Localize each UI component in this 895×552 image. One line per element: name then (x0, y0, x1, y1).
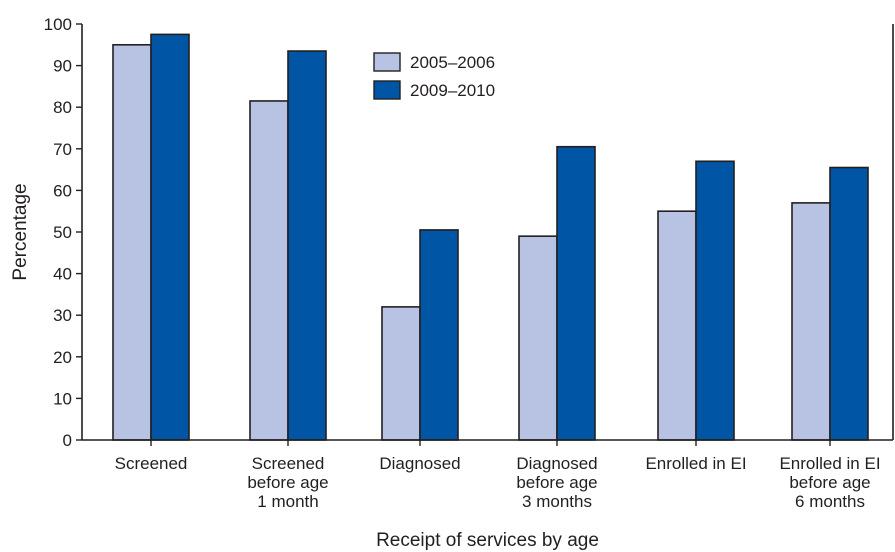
y-tick-label: 60 (53, 181, 72, 200)
y-tick-label: 10 (53, 389, 72, 408)
x-category-label: before age (247, 473, 328, 492)
x-axis-title: Receipt of services by age (376, 530, 599, 551)
x-category-label: Enrolled in EI (779, 454, 880, 473)
y-tick-label: 40 (53, 265, 72, 284)
y-tick-label: 100 (44, 15, 72, 34)
bar-series-1-cat-2 (249, 100, 289, 441)
y-tick-label: 30 (53, 306, 72, 325)
legend-label: 2009–2010 (410, 81, 495, 100)
bar-series-1-cat-1 (112, 43, 152, 441)
y-tick-label: 50 (53, 223, 72, 242)
bar-series-1-cat-6 (791, 202, 831, 441)
x-category-label: before age (789, 473, 870, 492)
legend-swatch (373, 80, 401, 100)
x-category-label: Diagnosed (516, 454, 597, 473)
y-axis-ticks: 0 10 20 30 40 50 60 70 80 90 100 (44, 15, 82, 450)
legend-swatch (373, 52, 401, 72)
y-axis-title: Percentage (10, 183, 31, 280)
x-category-label: Diagnosed (379, 454, 460, 473)
bar-series-2-cat-5 (695, 160, 735, 441)
bar-series-2-cat-1 (150, 33, 190, 441)
x-category-label: Screened (115, 454, 188, 473)
bar-series-2-cat-6 (829, 166, 869, 441)
bar-series-1-cat-3 (381, 306, 421, 441)
x-category-label: Screened (252, 454, 325, 473)
bar-series-2-cat-3 (419, 229, 459, 441)
y-tick-label: 90 (53, 57, 72, 76)
legend-label: 2005–2006 (410, 53, 495, 72)
x-category-label: Enrolled in EI (645, 454, 746, 473)
bar-series-2-cat-4 (556, 145, 596, 441)
y-tick-label: 70 (53, 140, 72, 159)
x-category-label: before age (516, 473, 597, 492)
bar-series-1-cat-4 (518, 235, 558, 441)
bar-series-1-cat-5 (657, 210, 697, 441)
bars-group (112, 33, 869, 441)
y-tick-label: 0 (63, 431, 72, 450)
y-tick-label: 80 (53, 98, 72, 117)
bar-series-2-cat-2 (287, 50, 327, 441)
legend: 2005–2006 2009–2010 (373, 52, 495, 100)
x-category-label: 1 month (257, 492, 318, 511)
x-category-label: 3 months (522, 492, 592, 511)
x-category-label: 6 months (795, 492, 865, 511)
y-tick-label: 20 (53, 348, 72, 367)
